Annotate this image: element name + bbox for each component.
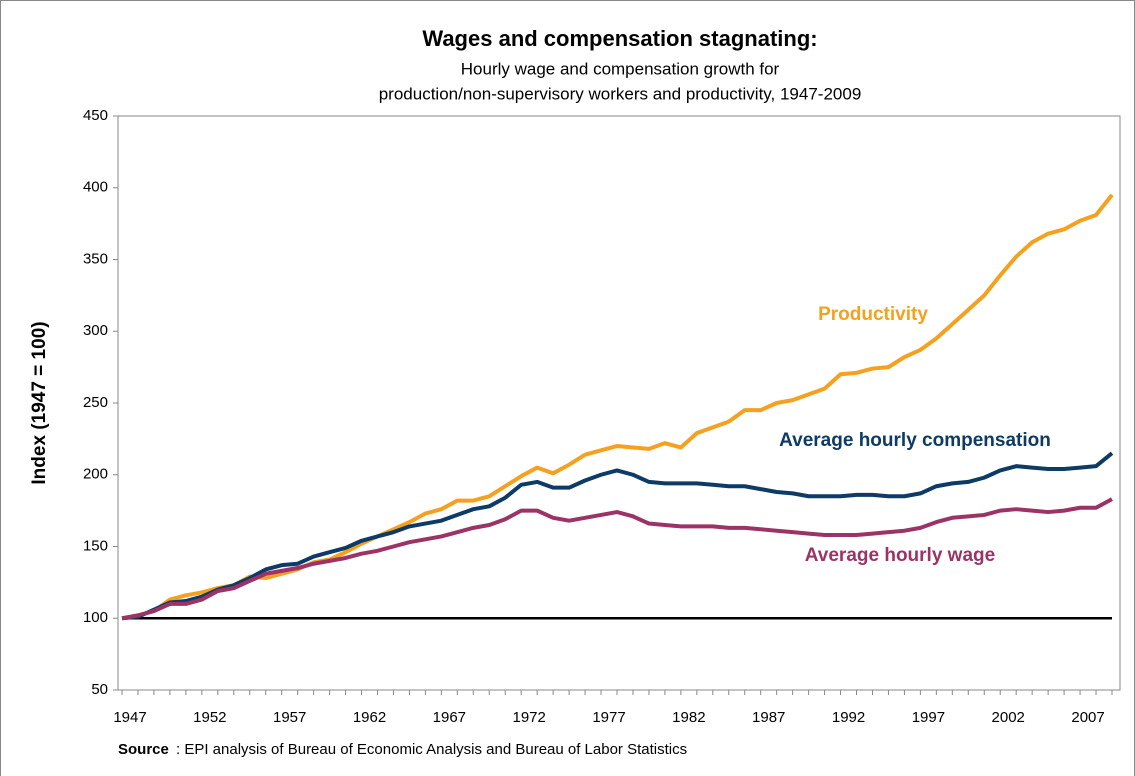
chart-title: Wages and compensation stagnating: bbox=[422, 26, 817, 51]
source-text: : EPI analysis of Bureau of Economic Ana… bbox=[176, 741, 687, 758]
chart-subtitle: Hourly wage and compensation growth for bbox=[461, 59, 780, 78]
x-tick-label: 1947 bbox=[113, 709, 146, 726]
x-tick-label: 1977 bbox=[592, 709, 625, 726]
y-tick-label: 250 bbox=[83, 394, 108, 411]
x-tick-label: 1992 bbox=[832, 709, 865, 726]
source-label: Source bbox=[118, 741, 169, 758]
y-axis-label: Index (1947 = 100) bbox=[29, 321, 50, 484]
x-tick-label: 1962 bbox=[353, 709, 386, 726]
x-tick-label: 2002 bbox=[992, 709, 1025, 726]
x-tick-label: 2007 bbox=[1071, 709, 1104, 726]
y-tick-label: 200 bbox=[83, 466, 108, 483]
y-tick-label: 350 bbox=[83, 250, 108, 267]
x-tick-label: 1952 bbox=[193, 709, 226, 726]
y-tick-label: 150 bbox=[83, 537, 108, 554]
x-tick-label: 1997 bbox=[912, 709, 945, 726]
series-line bbox=[121, 451, 1114, 621]
series-label: Average hourly wage bbox=[805, 545, 995, 566]
y-tick-label: 300 bbox=[83, 322, 108, 339]
y-tick-label: 400 bbox=[83, 179, 108, 196]
series-label: Average hourly compensation bbox=[779, 430, 1051, 451]
y-tick-label: 100 bbox=[83, 609, 108, 626]
series-line bbox=[121, 193, 1114, 621]
x-tick-label: 1967 bbox=[433, 709, 466, 726]
series-label: Productivity bbox=[818, 304, 928, 325]
x-tick-label: 1972 bbox=[513, 709, 546, 726]
plot-frame bbox=[117, 115, 1121, 691]
x-tick-label: 1957 bbox=[273, 709, 306, 726]
y-tick-label: 50 bbox=[91, 681, 108, 698]
x-tick-label: 1982 bbox=[672, 709, 705, 726]
x-tick-label: 1987 bbox=[752, 709, 785, 726]
y-tick-label: 450 bbox=[83, 107, 108, 124]
chart-subtitle: production/non-supervisory workers and p… bbox=[379, 84, 862, 103]
series-line bbox=[121, 497, 1113, 621]
